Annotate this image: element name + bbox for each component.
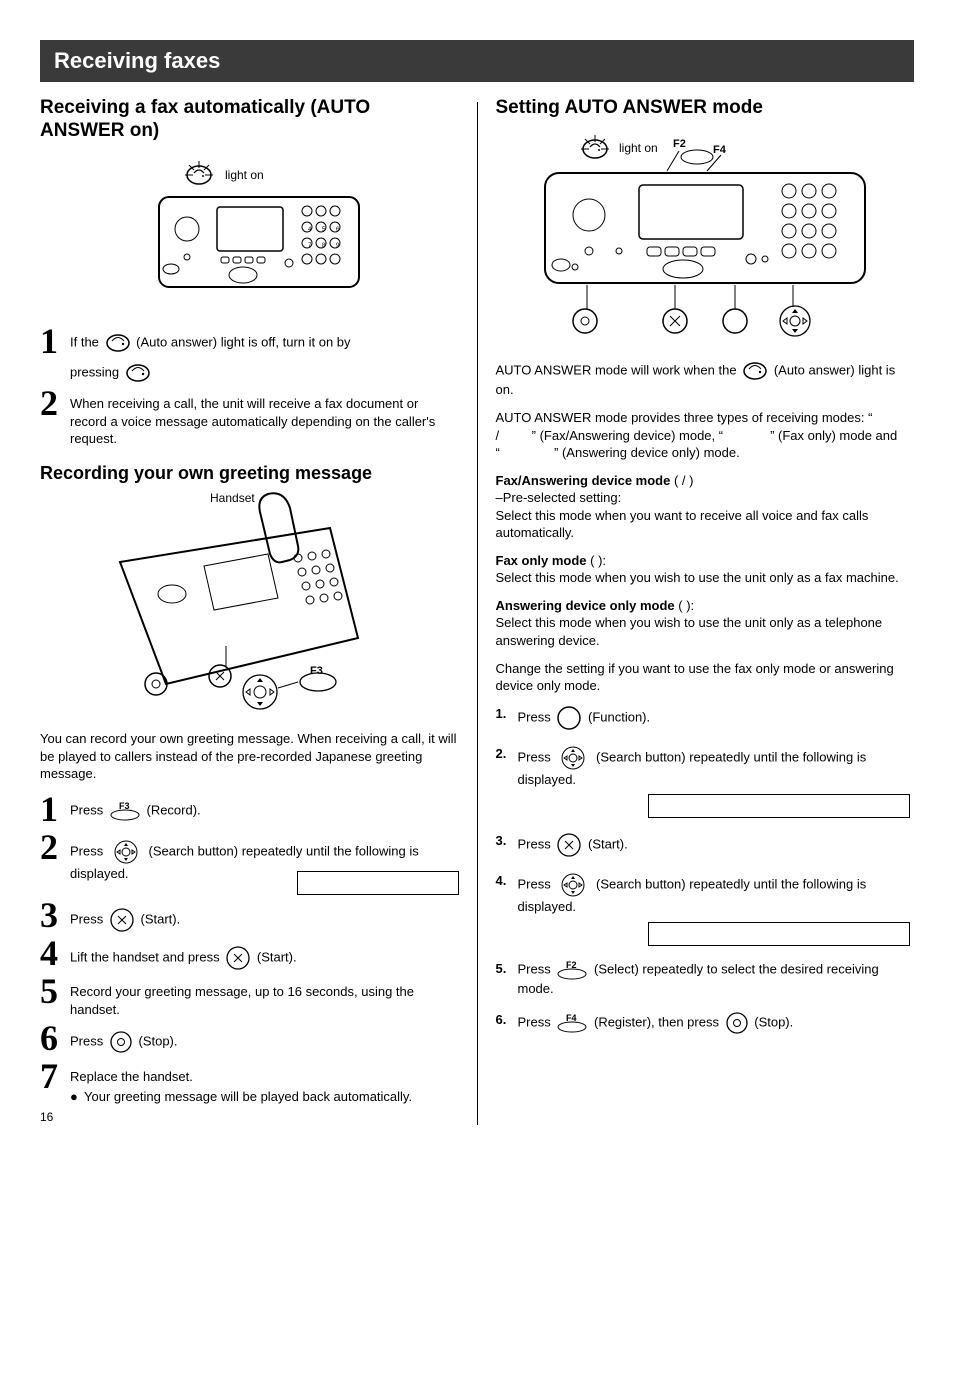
start-button-icon — [225, 945, 251, 971]
rec-step-4: 4 Lift the handset and press (Start). — [40, 937, 459, 971]
svg-text:light on: light on — [619, 141, 658, 155]
auto-answer-icon — [105, 333, 131, 353]
rec-step-3: 3 Press (Start). — [40, 899, 459, 933]
display-box — [648, 922, 910, 946]
rec-step-6: 6 Press (Stop). — [40, 1022, 459, 1056]
para-change-setting: Change the setting if you want to use th… — [496, 660, 915, 695]
figure-device-large: light on F2 F4 — [496, 129, 915, 349]
para-three-modes: AUTO ANSWER mode provides three types of… — [496, 409, 915, 462]
para-mode-works: AUTO ANSWER mode will work when the (Aut… — [496, 361, 915, 399]
heading-setting-mode: Setting AUTO ANSWER mode — [496, 96, 915, 120]
display-box — [297, 871, 459, 895]
page-number: 16 — [40, 1109, 459, 1125]
set-step-1: 1. Press (Function). — [496, 705, 915, 731]
banner-title: Receiving faxes — [40, 40, 914, 82]
function-button-icon — [556, 705, 582, 731]
mode-fax-answering: Fax/Answering device mode ( / ) –Pre-sel… — [496, 472, 915, 542]
set-step-2: 2. Press (Search button) repeatedly unti… — [496, 745, 915, 819]
left-column: Receiving a fax automatically (AUTO ANSW… — [40, 96, 459, 1126]
right-column: Setting AUTO ANSWER mode light on F2 F4 — [496, 96, 915, 1126]
svg-text:F2: F2 — [673, 138, 686, 150]
mode-fax-only: Fax only mode ( ): Select this mode when… — [496, 552, 915, 587]
rec-step-1: 1 Press F3 (Record). — [40, 793, 459, 827]
set-step-4: 4. Press (Search button) repeatedly unti… — [496, 872, 915, 946]
svg-text:F3: F3 — [310, 665, 323, 677]
search-button-icon — [556, 872, 590, 898]
stop-button-icon — [725, 1011, 749, 1035]
display-box — [648, 794, 910, 818]
column-divider — [477, 102, 478, 1126]
rec-step-7: 7 Replace the handset. ● Your greeting m… — [40, 1060, 459, 1105]
step-2: 2 When receiving a call, the unit will r… — [40, 387, 459, 448]
svg-text:F3: F3 — [119, 801, 130, 811]
svg-text:F4: F4 — [713, 144, 727, 156]
rec-step-5: 5 Record your greeting message, up to 16… — [40, 975, 459, 1018]
rec-step-2: 2 Press (Search button) repeatedly until… — [40, 831, 459, 895]
search-button-icon — [556, 745, 590, 771]
heading-auto-answer-on: Receiving a fax automatically (AUTO ANSW… — [40, 96, 459, 144]
step-1: 1 If the (Auto answer) light is off, tur… — [40, 325, 459, 383]
f4-button-icon: F4 — [556, 1013, 588, 1033]
stop-button-icon — [109, 1030, 133, 1054]
label-light-on: light on — [225, 168, 264, 182]
recording-intro: You can record your own greeting message… — [40, 730, 459, 783]
auto-answer-icon — [742, 361, 768, 381]
start-button-icon — [556, 832, 582, 858]
mode-answering-only: Answering device only mode ( ): Select t… — [496, 597, 915, 650]
svg-text:F4: F4 — [566, 1013, 577, 1023]
f2-button-icon: F2 — [556, 960, 588, 980]
heading-recording: Recording your own greeting message — [40, 462, 459, 485]
search-button-icon — [109, 839, 143, 865]
start-button-icon — [109, 907, 135, 933]
set-step-3: 3. Press (Start). — [496, 832, 915, 858]
f3-button-icon: F3 — [109, 801, 141, 821]
set-step-6: 6. Press F4 (Register), then press (Stop… — [496, 1011, 915, 1035]
svg-text:Handset: Handset — [210, 491, 255, 505]
svg-text:F2: F2 — [566, 960, 577, 970]
auto-answer-icon — [125, 363, 151, 383]
figure-device-handset: Handset — [100, 488, 459, 718]
figure-device-small: light on 456 789 — [40, 153, 459, 313]
set-step-5: 5. Press F2 (Select) repeatedly to selec… — [496, 960, 915, 998]
